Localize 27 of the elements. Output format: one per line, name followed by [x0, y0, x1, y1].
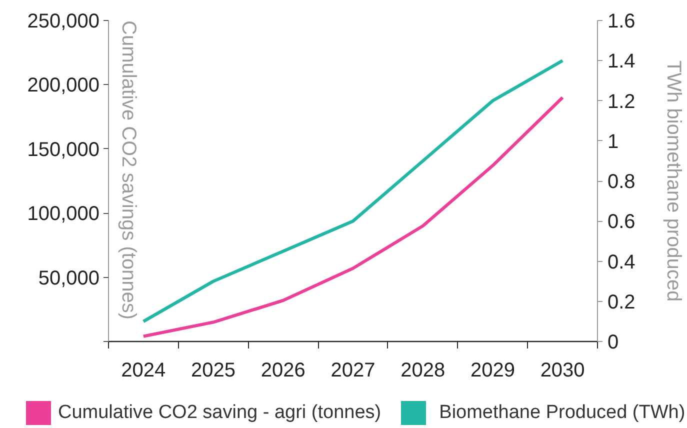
y2-tick-label: 1 [608, 130, 619, 153]
x-tick-label: 2024 [121, 360, 166, 382]
x-tick-label: 2025 [191, 360, 236, 382]
x-tick-label: 2028 [400, 360, 446, 382]
x-tick-label: 2029 [470, 360, 515, 382]
line-series [142, 59, 564, 324]
y2-tick-label: 0.4 [608, 251, 636, 274]
y-tick-label: 100,000 [27, 203, 100, 226]
y2-tick-label: 0.6 [608, 211, 636, 234]
y2-tick-label: 0.2 [608, 291, 636, 314]
y-tick-label: 50,000 [38, 267, 100, 290]
x-tick-label: 2030 [540, 360, 585, 382]
y-tick-label: 250,000 [27, 10, 100, 32]
y2-axis-title: TWh biomethane produced [662, 60, 684, 302]
y2-tick-label: 1.4 [608, 50, 636, 73]
y2-tick-label: 1.6 [608, 10, 636, 32]
y-tick-label: 200,000 [27, 74, 100, 97]
legend-label: Cumulative CO2 saving - agri (tonnes) [58, 401, 382, 425]
y-axis-title: Cumulative CO2 savings (tonnes) [118, 20, 140, 320]
x-tick-label: 2026 [260, 360, 306, 382]
line-series [142, 96, 564, 338]
x-tick-label: 2027 [330, 360, 376, 382]
y2-tick-label: 0.8 [608, 171, 636, 193]
y2-tick-label: 1.2 [608, 90, 636, 113]
y2-tick-label: 0 [608, 332, 619, 354]
legend-label: Biomethane Produced (TWh) [439, 401, 686, 425]
y-tick-label: 150,000 [27, 138, 100, 161]
